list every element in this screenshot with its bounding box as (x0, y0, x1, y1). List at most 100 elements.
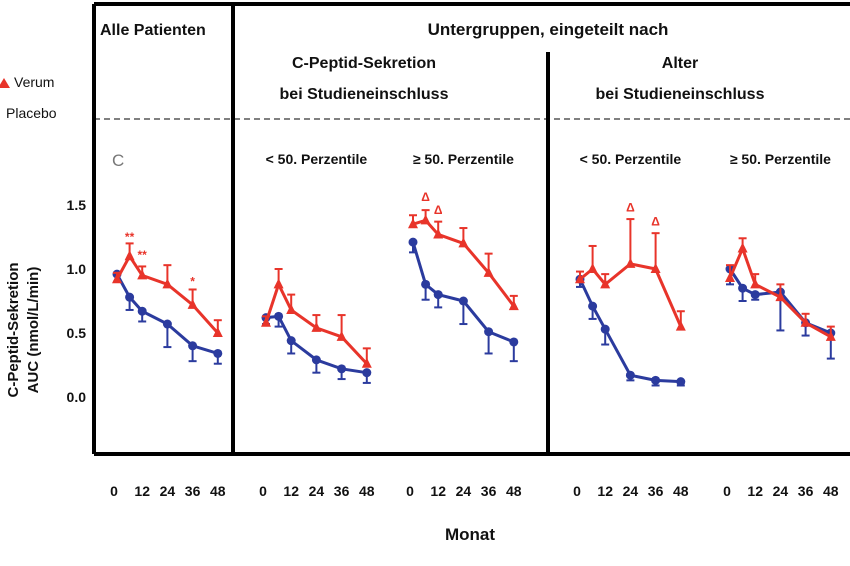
header: Alle Patienten Untergruppen, eingeteilt … (100, 20, 765, 103)
x-tick-label: 0 (406, 483, 414, 499)
y-tick-labels: 0.0 0.5 1.0 1.5 (67, 197, 87, 405)
verum-series (112, 242, 223, 337)
verum-point (420, 214, 431, 225)
y-tick-label: 1.5 (67, 197, 87, 213)
x-tick-label: 48 (673, 483, 689, 499)
placebo-series (112, 269, 223, 365)
x-tick-label: 36 (648, 483, 664, 499)
x-tick-label: 12 (283, 483, 299, 499)
verum-point (124, 250, 135, 261)
x-tick-label: 12 (430, 483, 446, 499)
placebo-point (600, 324, 610, 334)
x-tick-label: 48 (359, 483, 375, 499)
verum-point (508, 300, 519, 311)
x-tick-label: 48 (210, 483, 226, 499)
placebo-point (484, 327, 494, 337)
verum-point (286, 303, 297, 314)
verum-series (408, 209, 519, 311)
panel-label: < 50. Perzentile (580, 151, 682, 167)
header-cpeptide-line2: bei Studieneinschluss (280, 86, 449, 103)
verum-point (137, 269, 148, 280)
placebo-line (411, 241, 515, 344)
legend-verum-marker (0, 78, 10, 88)
significance-annotation: Δ (434, 203, 443, 217)
verum-point (587, 263, 598, 273)
panel-3: ≥ 50. Perzentile ΔΔ (408, 151, 519, 363)
placebo-point (311, 355, 321, 365)
placebo-point (286, 336, 296, 346)
legend-placebo-label: Placebo (6, 105, 57, 121)
x-tick-label: 0 (723, 483, 731, 499)
placebo-point (362, 368, 372, 378)
x-tick-label: 36 (185, 483, 201, 499)
verum-series (575, 218, 686, 331)
placebo-point (162, 319, 172, 329)
y-tick-label: 1.0 (67, 261, 87, 277)
header-subgroups-title: Untergruppen, eingeteilt nach (428, 20, 669, 39)
y-tick-label: 0.5 (67, 325, 87, 341)
verum-point (112, 273, 122, 284)
verum-point (750, 278, 761, 289)
verum-point (212, 327, 223, 337)
x-tick-label: 12 (747, 483, 763, 499)
verum-point (737, 242, 748, 253)
panel-4: < 50. Perzentile Δ Δ (575, 151, 686, 387)
x-tick-label: 12 (134, 483, 150, 499)
x-tick-label: 48 (823, 483, 839, 499)
x-tick-label: 24 (160, 483, 176, 499)
verum-point (433, 228, 444, 239)
panel-1: ***** (112, 230, 223, 365)
significance-annotation: ** (138, 248, 148, 262)
significance-annotation: Δ (421, 190, 430, 204)
verum-point (825, 330, 836, 341)
x-tick-label: 24 (773, 483, 789, 499)
placebo-point (588, 301, 598, 311)
verum-point (625, 257, 636, 268)
verum-line (728, 244, 832, 339)
verum-point (575, 273, 585, 284)
verum-point (650, 263, 661, 273)
verum-point (311, 321, 322, 332)
verum-point (675, 320, 686, 331)
x-tick-label: 0 (110, 483, 118, 499)
verum-point (261, 316, 271, 327)
panel-frames (92, 2, 850, 456)
placebo-point (433, 290, 443, 300)
verum-point (273, 278, 284, 289)
verum-line (264, 280, 368, 365)
x-tick-label: 24 (623, 483, 639, 499)
verum-point (600, 278, 611, 289)
verum-point (458, 237, 469, 248)
verum-point (800, 316, 811, 327)
header-cpeptide-line1: C-Peptid-Sekretion (292, 55, 436, 72)
plot-layer: *****< 50. Perzentile ≥ 50. PerzentileΔΔ<… (112, 151, 836, 387)
placebo-point (137, 306, 147, 316)
panel-letter: C (112, 151, 124, 170)
placebo-point (213, 348, 223, 358)
placebo-point (509, 337, 519, 347)
verum-series (725, 237, 836, 341)
significance-annotation: Δ (651, 214, 660, 228)
legend-verum-label: Verum (14, 74, 54, 90)
x-tick-label: 24 (456, 483, 472, 499)
x-tick-label: 24 (309, 483, 325, 499)
y-axis-label-line2: AUC (nmol/L/min) (25, 267, 42, 394)
panel-label: < 50. Perzentile (266, 151, 368, 167)
panel-5: ≥ 50. Perzentile (725, 151, 836, 360)
placebo-point (337, 364, 347, 374)
significance-annotation: ** (125, 230, 135, 244)
significance-annotation: * (190, 275, 195, 289)
placebo-point (651, 375, 661, 385)
panel-label: ≥ 50. Perzentile (730, 151, 831, 167)
verum-point (187, 298, 198, 309)
verum-line (579, 262, 683, 328)
legend: Verum Placebo (0, 74, 57, 121)
x-tick-label: 36 (334, 483, 350, 499)
header-age-line2: bei Studieneinschluss (596, 86, 765, 103)
x-tick-labels: 0 12 24 36 48 0 12 24 36 48 0 12 24 36 48 0 12 24 36 48 0 12 2… (110, 483, 839, 499)
y-tick-label: 0.0 (67, 389, 87, 405)
x-tick-label: 0 (259, 483, 267, 499)
placebo-series (408, 237, 519, 363)
x-tick-label: 12 (597, 483, 613, 499)
